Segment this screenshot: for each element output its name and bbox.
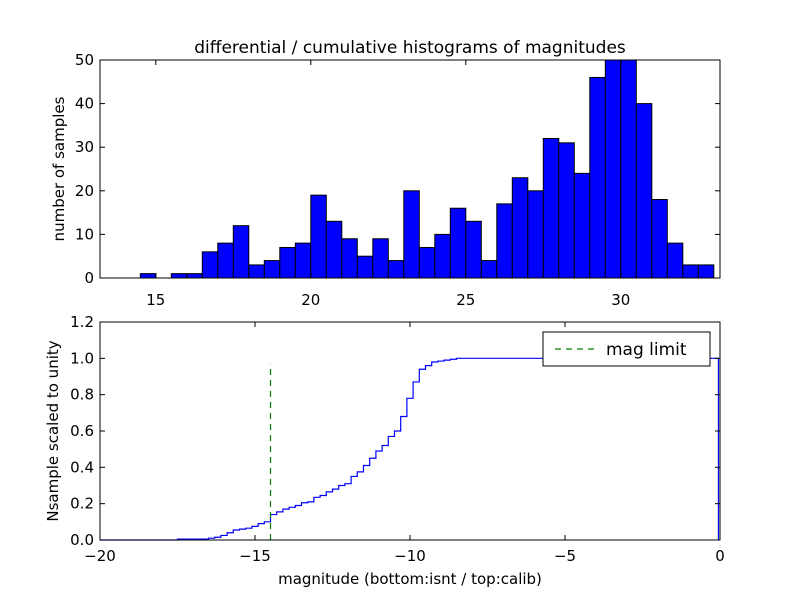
- bottom-chart-series: [100, 357, 720, 541]
- bottom-xtick-label: −10: [394, 547, 426, 565]
- histogram-bar: [232, 225, 250, 279]
- top-chart-frame: [99, 59, 721, 279]
- histogram-bar: [294, 242, 312, 279]
- histogram-bar: [248, 264, 265, 279]
- histogram-bar: [697, 264, 715, 279]
- top-histogram-chart: differential / cumulative histograms of …: [50, 38, 721, 309]
- top-xtick-label: 15: [146, 291, 165, 309]
- histogram-bar: [139, 273, 157, 279]
- histogram-bar: [325, 220, 343, 279]
- histogram-bar: [496, 203, 513, 279]
- histogram-bar: [341, 238, 358, 279]
- histogram-bar: [356, 255, 374, 279]
- histogram-bar: [682, 264, 699, 279]
- histogram-bar: [589, 76, 606, 279]
- bottom-xtick-label: −15: [239, 547, 271, 565]
- histogram-bar: [620, 59, 637, 279]
- bottom-ytick-label: 1.2: [70, 313, 94, 331]
- histogram-bar: [651, 199, 668, 279]
- histogram-bar: [527, 190, 544, 279]
- top-chart-ylabel: number of samples: [50, 96, 68, 241]
- bottom-chart-ylabel: Nsample scaled to unity: [44, 340, 62, 521]
- histogram-bar: [186, 273, 203, 279]
- cumulative-step-line: [100, 357, 720, 541]
- histogram-bar: [449, 207, 467, 279]
- bottom-chart-xlabel: magnitude (bottom:isnt / top:calib): [278, 570, 542, 588]
- histogram-bar: [170, 273, 188, 279]
- histogram-bar: [418, 246, 436, 279]
- histogram-bar: [372, 238, 389, 279]
- histogram-bar: [635, 103, 653, 279]
- top-ytick-label: 20: [75, 182, 94, 200]
- bottom-ytick-label: 1.0: [70, 349, 94, 367]
- histogram-bar: [279, 246, 296, 279]
- bottom-ytick-label: 0.4: [70, 458, 94, 476]
- top-chart-bars: [139, 59, 715, 279]
- histogram-bar: [666, 242, 684, 279]
- histogram-bar: [217, 242, 234, 279]
- histogram-bar: [573, 172, 591, 279]
- top-xtick-label: 20: [301, 291, 320, 309]
- bottom-chart-frame: [99, 321, 721, 541]
- bottom-chart-ticks: −20 −15 −10 −5 0 0.0 0.2 0.4 0.6 0.8 1.0 1.2: [70, 313, 725, 565]
- histogram-bar: [604, 59, 622, 279]
- histogram-bar: [480, 260, 498, 279]
- top-ytick-label: 30: [75, 138, 94, 156]
- bottom-ytick-label: 0.2: [70, 495, 94, 513]
- top-ytick-label: 50: [75, 51, 94, 69]
- top-ytick-label: 40: [75, 95, 94, 113]
- histogram-bar: [434, 233, 451, 279]
- histogram-bar: [387, 260, 405, 279]
- top-ytick-label: 0: [84, 269, 94, 287]
- top-xtick-label: 25: [456, 291, 475, 309]
- histogram-bar: [263, 260, 281, 279]
- histogram-bar: [310, 194, 327, 279]
- histogram-bar: [201, 251, 219, 279]
- bottom-xtick-label: 0: [715, 547, 725, 565]
- histogram-bar: [511, 177, 529, 279]
- bottom-ytick-label: 0.0: [70, 531, 94, 549]
- histogram-bar: [558, 142, 575, 279]
- legend: mag limit: [542, 331, 711, 367]
- histogram-bar: [542, 137, 560, 279]
- bottom-ytick-label: 0.6: [70, 422, 94, 440]
- legend-mag-limit-label: mag limit: [606, 340, 687, 360]
- top-chart-title: differential / cumulative histograms of …: [194, 38, 626, 58]
- bottom-ytick-label: 0.8: [70, 386, 94, 404]
- bottom-xtick-label: −20: [84, 547, 116, 565]
- bottom-xtick-label: −5: [554, 547, 576, 565]
- top-ytick-label: 10: [75, 225, 94, 243]
- bottom-cumulative-chart: magnitude (bottom:isnt / top:calib) Nsam…: [44, 313, 725, 588]
- top-xtick-label: 30: [611, 291, 630, 309]
- histogram-bar: [465, 220, 482, 279]
- histogram-bar: [403, 190, 420, 279]
